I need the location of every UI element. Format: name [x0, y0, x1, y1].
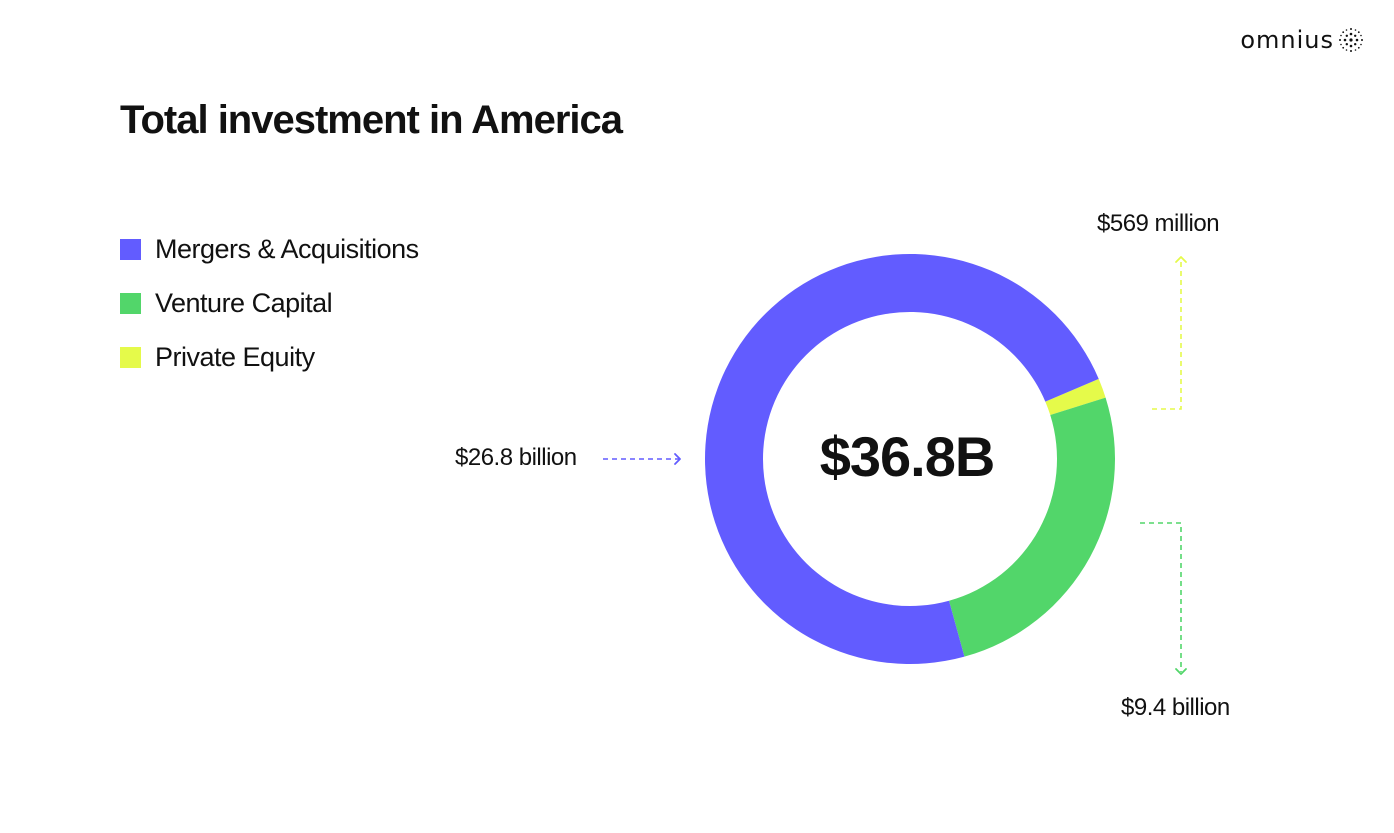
legend-swatch-private-equity	[120, 346, 141, 368]
brand-logo: omnius	[1240, 26, 1364, 54]
slice-private-equity	[1045, 378, 1106, 415]
data-label-venture-capital: $9.4 billion	[1121, 694, 1230, 721]
leader-line-venture-capital	[1140, 522, 1182, 672]
slice-venture-capital	[949, 397, 1115, 657]
legend-item-venture-capital: Venture Capital	[120, 276, 419, 330]
page-title: Total investment in America	[120, 98, 623, 142]
donut-center-total: $36.8B	[819, 425, 996, 488]
slice-mergers-acquisitions	[704, 254, 1099, 664]
legend-label: Venture Capital	[155, 287, 333, 318]
arrowhead-private-equity	[1175, 256, 1187, 263]
legend-item-mergers-acquisitions: Mergers & Acquisitions	[120, 222, 419, 276]
data-label-private-equity: $569 million	[1097, 210, 1220, 237]
arrowhead-mergers-acquisitions	[674, 453, 681, 465]
legend-swatch-venture-capital	[120, 292, 141, 314]
legend-item-private-equity: Private Equity	[120, 330, 419, 384]
brand-name: omnius	[1240, 26, 1334, 54]
chart-legend: Mergers & Acquisitions Venture Capital P…	[120, 222, 419, 384]
legend-label: Mergers & Acquisitions	[155, 233, 419, 264]
dotted-sphere-icon	[1339, 28, 1363, 52]
arrowhead-venture-capital	[1175, 668, 1187, 675]
data-label-mergers-acquisitions: $26.8 billion	[455, 444, 577, 471]
leader-line-private-equity	[1152, 259, 1182, 410]
legend-swatch-mergers-acquisitions	[120, 238, 141, 260]
legend-label: Private Equity	[155, 341, 315, 372]
